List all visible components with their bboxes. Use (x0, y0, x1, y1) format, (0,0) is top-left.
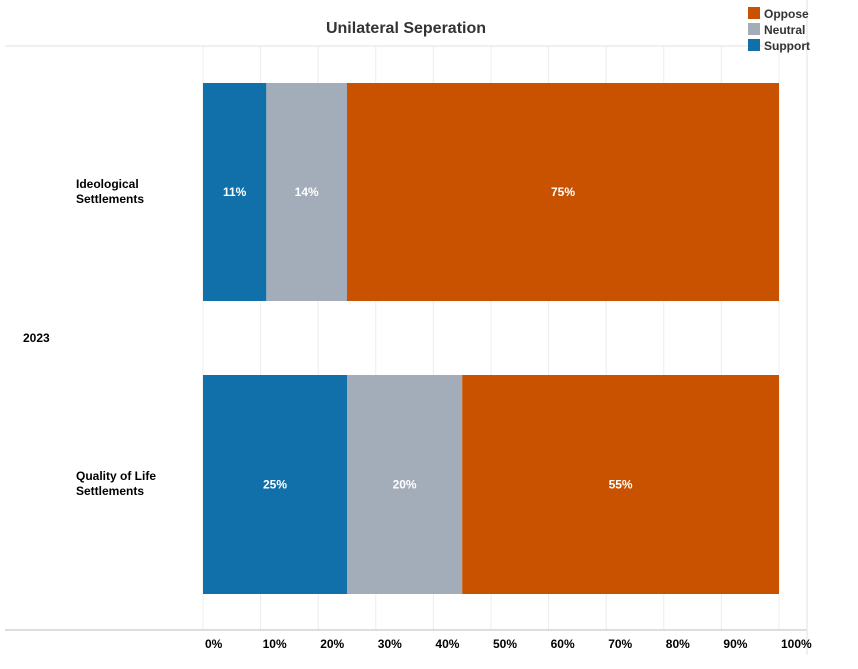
x-tick-label: 30% (378, 637, 402, 651)
bar-oppose (462, 375, 779, 594)
x-tick-label: 70% (608, 637, 632, 651)
x-tick-label: 10% (263, 637, 287, 651)
x-tick-label: 100% (781, 637, 812, 651)
x-tick-label: 90% (723, 637, 747, 651)
bar-value-label: 55% (609, 478, 633, 492)
bar-oppose (347, 83, 779, 301)
legend-swatch-support (748, 39, 760, 51)
bar-neutral (347, 375, 463, 594)
x-tick-label: 60% (551, 637, 575, 651)
legend-label: Support (764, 39, 810, 53)
bars (203, 83, 779, 594)
x-axis-ticks: 0% 10% 20% 30% 40% 50% 60% 70% 80% 90% 100% (205, 637, 812, 651)
category-label: Ideological Settlements (76, 177, 144, 206)
bar-value-label: 20% (393, 478, 417, 492)
x-tick-label: 50% (493, 637, 517, 651)
x-tick-label: 40% (435, 637, 459, 651)
chart-title: Unilateral Seperation (326, 20, 486, 37)
legend-swatch-oppose (748, 7, 760, 19)
x-tick-label: 0% (205, 637, 223, 651)
category-labels: Ideological Settlements Quality of Life Set… (76, 177, 156, 498)
legend: Oppose Neutral Support (748, 7, 810, 53)
bar-value-label: 25% (263, 478, 287, 492)
bar-labels: 11% 14% 75% 25% 20% 55% (223, 185, 633, 492)
bar-support (203, 83, 267, 301)
legend-swatch-neutral (748, 23, 760, 35)
bar-value-label: 14% (295, 185, 319, 199)
x-tick-label: 80% (666, 637, 690, 651)
legend-label: Oppose (764, 7, 809, 21)
bar-support (203, 375, 347, 594)
group-label: 2023 (23, 331, 50, 345)
bar-neutral (266, 83, 347, 301)
bar-value-label: 11% (223, 185, 247, 199)
legend-label: Neutral (764, 23, 805, 37)
category-label: Quality of Life Settlements (76, 469, 156, 498)
x-tick-label: 20% (320, 637, 344, 651)
bar-value-label: 75% (551, 185, 575, 199)
